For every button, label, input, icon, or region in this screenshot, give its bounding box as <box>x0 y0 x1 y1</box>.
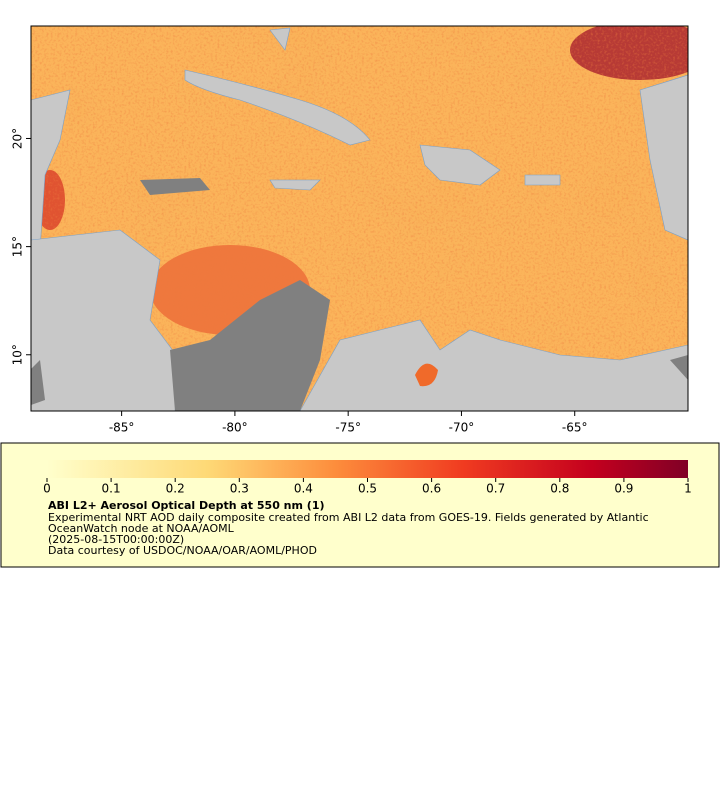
colorbar-tick-label: 1 <box>684 482 692 496</box>
x-tick-label: -75° <box>335 421 361 435</box>
legend-line: Data courtesy of USDOC/NOAA/OAR/AOML/PHO… <box>48 544 317 557</box>
x-tick-label: -65° <box>562 421 588 435</box>
colorbar-tick-label: 0.3 <box>230 482 249 496</box>
y-tick-label: 15° <box>11 236 25 257</box>
y-tick-label: 10° <box>11 344 25 365</box>
legend-line: Experimental NRT AOD daily composite cre… <box>48 511 649 524</box>
map-frame <box>30 25 689 412</box>
colorbar-tick-label: 0.7 <box>486 482 505 496</box>
colorbar-tick-label: 0.8 <box>550 482 569 496</box>
x-tick-label: -70° <box>449 421 475 435</box>
colorbar-tick-label: 0 <box>43 482 51 496</box>
colorbar <box>47 460 688 478</box>
legend-line: (2025-08-15T00:00:00Z) <box>48 533 184 546</box>
x-tick-label: -80° <box>222 421 248 435</box>
x-tick-label: -85° <box>109 421 135 435</box>
colorbar-tick-label: 0.6 <box>422 482 441 496</box>
legend-line: OceanWatch node at NOAA/AOML <box>48 522 235 535</box>
aod-map <box>31 26 688 411</box>
colorbar-tick-label: 0.2 <box>166 482 185 496</box>
colorbar-tick-label: 0.1 <box>102 482 121 496</box>
colorbar-tick-label: 0.4 <box>294 482 313 496</box>
colorbar-tick-label: 0.9 <box>614 482 633 496</box>
y-tick-label: 20° <box>11 128 25 149</box>
colorbar-tick-label: 0.5 <box>358 482 377 496</box>
legend-title: ABI L2+ Aerosol Optical Depth at 550 nm … <box>48 499 325 512</box>
